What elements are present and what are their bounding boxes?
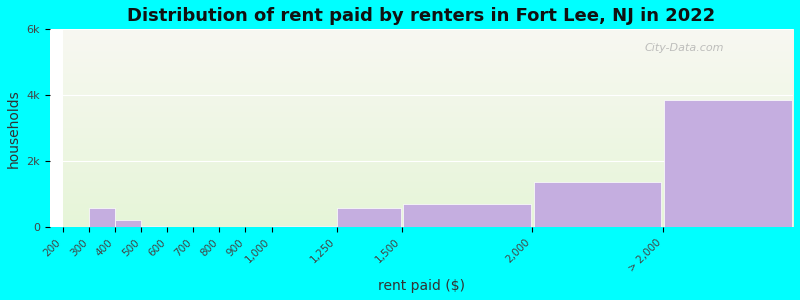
- Bar: [90, 208, 114, 227]
- Bar: [338, 208, 402, 227]
- Title: Distribution of rent paid by renters in Fort Lee, NJ in 2022: Distribution of rent paid by renters in …: [127, 7, 715, 25]
- Bar: [403, 204, 531, 227]
- Bar: [534, 182, 662, 227]
- Bar: [115, 220, 141, 227]
- Bar: [664, 100, 792, 227]
- Y-axis label: households: households: [7, 89, 21, 168]
- Text: City-Data.com: City-Data.com: [645, 43, 724, 53]
- Bar: [142, 226, 167, 227]
- X-axis label: rent paid ($): rent paid ($): [378, 279, 465, 293]
- Bar: [272, 226, 336, 227]
